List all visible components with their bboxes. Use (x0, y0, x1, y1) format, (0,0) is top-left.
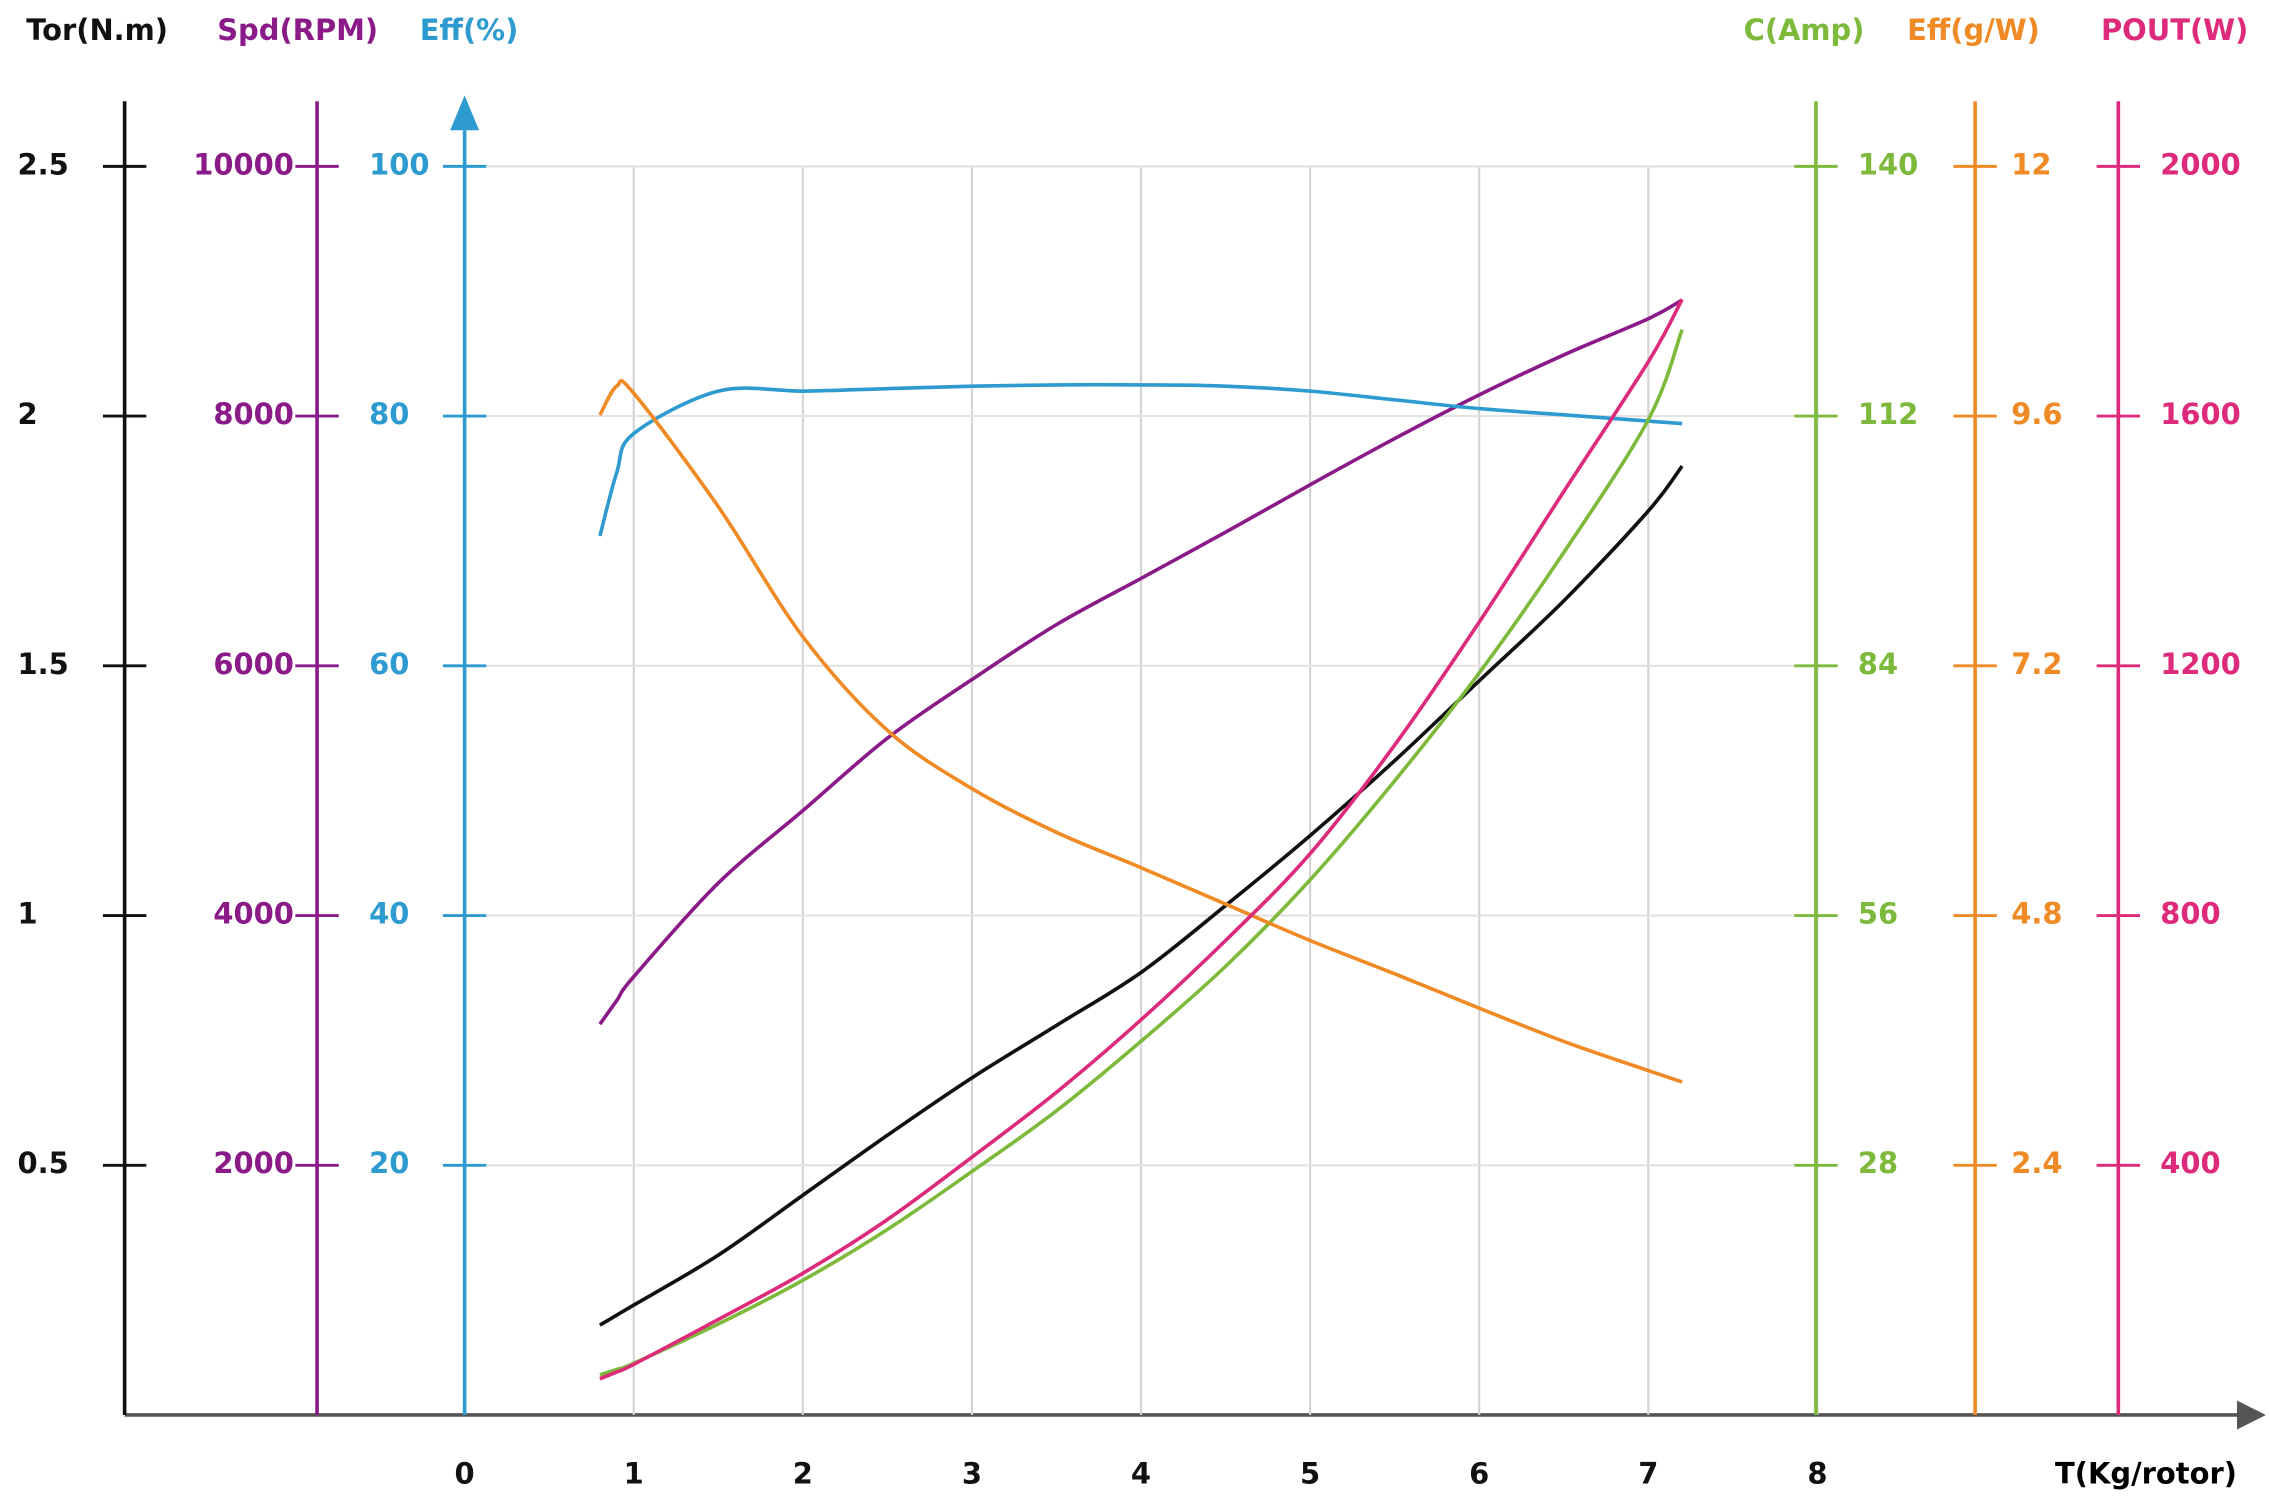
x-tick-label: 3 (962, 1457, 982, 1491)
y-tick-label: 1600 (2160, 397, 2240, 431)
x-tick-label: 0 (455, 1457, 475, 1491)
series-line (598, 378, 1683, 1084)
y-tick-label: 2000 (2160, 147, 2240, 181)
y-tick-label: 800 (2160, 897, 2220, 931)
axis-title: Eff(g/W) (1907, 13, 2040, 47)
x-tick-label: 1 (624, 1457, 644, 1491)
y-tick-label: 2.4 (2011, 1146, 2062, 1180)
y-axis-arrow (450, 95, 480, 131)
series-line (599, 298, 1684, 1381)
y-tick-label: 140 (1858, 147, 1918, 181)
y-tick-label: 4.8 (2011, 897, 2062, 931)
x-tick-label: 7 (1638, 1457, 1658, 1491)
y-tick-label: 2 (18, 397, 38, 431)
y-tick-label: 6000 (213, 647, 294, 681)
series-line (598, 298, 1684, 1026)
y-tick-label: 9.6 (2011, 397, 2062, 431)
x-tick-label: 6 (1469, 1457, 1489, 1491)
y-tick-label: 1.5 (18, 647, 69, 681)
y-tick-label: 0.5 (18, 1146, 69, 1180)
y-tick-label: 4000 (213, 897, 294, 931)
y-tick-label: 112 (1858, 397, 1918, 431)
x-axis-title: T(Kg/rotor) (2055, 1457, 2237, 1491)
y-tick-label: 1 (18, 897, 38, 931)
y-tick-label: 28 (1858, 1146, 1898, 1180)
x-tick-label: 5 (1300, 1457, 1320, 1491)
y-tick-label: 100 (369, 147, 429, 181)
x-tick-label: 4 (1131, 1457, 1151, 1491)
y-tick-label: 60 (369, 647, 409, 681)
axis-title: Spd(RPM) (217, 13, 378, 47)
y-tick-label: 40 (369, 897, 409, 931)
x-axis-arrow (2236, 1400, 2266, 1430)
y-tick-label: 400 (2160, 1146, 2220, 1180)
y-tick-label: 8000 (213, 397, 294, 431)
axis-title: Eff(%) (420, 13, 519, 47)
y-tick-label: 2000 (213, 1146, 294, 1180)
x-tick-label: 2 (793, 1457, 813, 1491)
y-tick-label: 2.5 (18, 147, 69, 181)
series-line (598, 464, 1684, 1327)
series-line (599, 328, 1684, 1377)
y-tick-label: 84 (1858, 647, 1898, 681)
y-tick-label: 56 (1858, 897, 1898, 931)
y-tick-label: 1200 (2160, 647, 2240, 681)
y-tick-label: 12 (2011, 147, 2051, 181)
x-tick-label: 8 (1807, 1457, 1827, 1491)
axis-title: C(Amp) (1744, 13, 1865, 47)
y-tick-label: 80 (369, 397, 409, 431)
y-tick-label: 7.2 (2011, 647, 2062, 681)
series-line (598, 382, 1683, 537)
y-tick-label: 10000 (193, 147, 294, 181)
axis-title: Tor(N.m) (26, 13, 168, 47)
axis-title: POUT(W) (2101, 13, 2248, 47)
y-tick-label: 20 (369, 1146, 409, 1180)
